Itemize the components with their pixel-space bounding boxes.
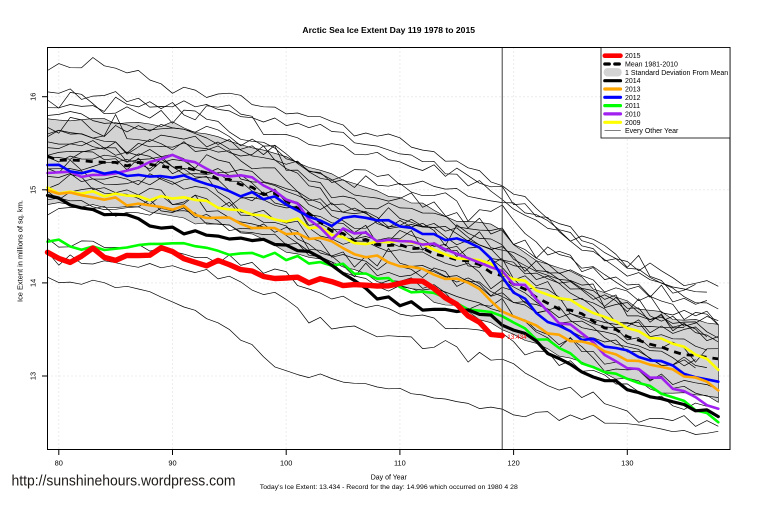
svg-text:13: 13	[29, 372, 38, 380]
svg-text:16: 16	[29, 93, 38, 101]
svg-text:Arctic Sea Ice Extent Day 119: Arctic Sea Ice Extent Day 119 1978 to 20…	[302, 26, 475, 35]
svg-text:2010: 2010	[625, 111, 641, 118]
svg-text:Ice Extent in millions of sq.: Ice Extent in millions of sq. km.	[18, 200, 25, 302]
svg-text:2013: 2013	[625, 87, 641, 94]
svg-text:Mean 1981-2010: Mean 1981-2010	[625, 62, 678, 69]
svg-text:15: 15	[29, 186, 38, 194]
svg-text:100: 100	[280, 459, 292, 468]
svg-text:120: 120	[507, 459, 519, 468]
svg-text:90: 90	[168, 459, 176, 468]
svg-text:http://sunshinehours.wordpress: http://sunshinehours.wordpress.com	[12, 473, 236, 490]
svg-text:13.434: 13.434	[507, 334, 527, 341]
svg-text:1 Standard Deviation From Mean: 1 Standard Deviation From Mean	[625, 70, 728, 77]
svg-text:110: 110	[394, 459, 406, 468]
svg-text:2009: 2009	[625, 120, 641, 127]
svg-text:2014: 2014	[625, 78, 641, 85]
svg-text:80: 80	[55, 459, 63, 468]
svg-text:130: 130	[621, 459, 633, 468]
svg-text:14: 14	[29, 279, 38, 287]
svg-text:Every Other Year: Every Other Year	[625, 128, 679, 135]
svg-text:2012: 2012	[625, 95, 641, 102]
svg-text:2015: 2015	[625, 53, 641, 60]
svg-text:2011: 2011	[625, 103, 640, 110]
svg-text:Today's Ice Extent: 13.434 -: Today's Ice Extent: 13.434 - Record for …	[260, 484, 518, 491]
svg-text:Day of Year: Day of Year	[371, 474, 408, 481]
